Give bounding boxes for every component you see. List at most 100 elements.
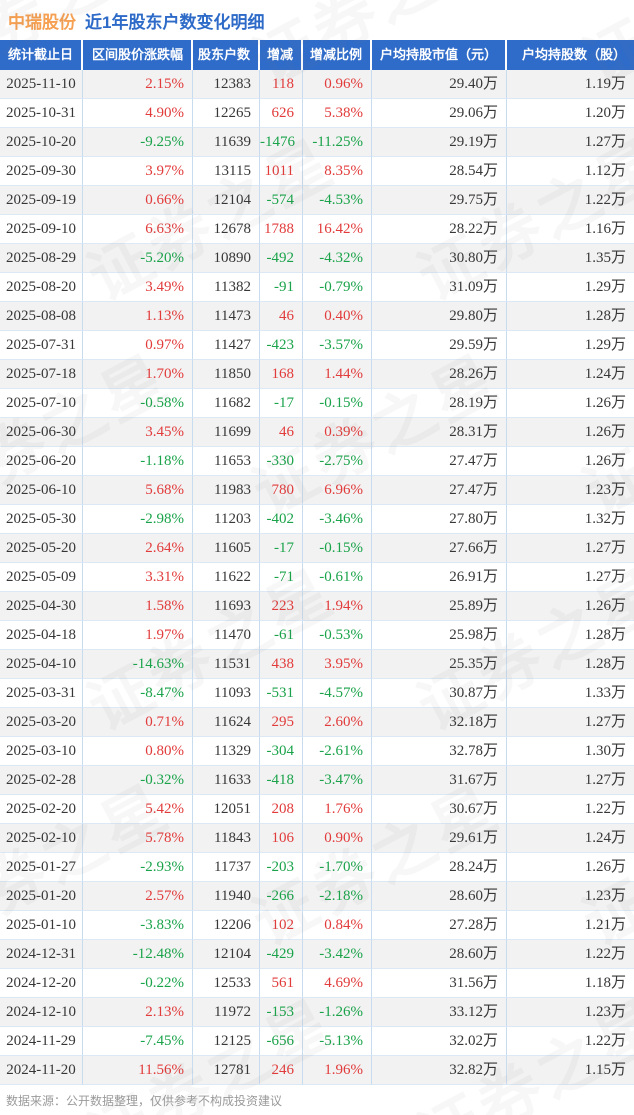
cell-avg-market-value: 29.59万: [372, 331, 507, 360]
cell-avg-shares: 1.27万: [507, 766, 634, 795]
cell-avg-market-value: 32.78万: [372, 737, 507, 766]
cell-avg-market-value: 25.89万: [372, 592, 507, 621]
cell-date: 2024-11-29: [0, 1027, 83, 1056]
cell-delta: -429: [260, 940, 303, 969]
cell-holder-count: 12051: [193, 795, 260, 824]
cell-price-change-pct: 5.78%: [83, 824, 193, 853]
table-row: 2025-10-20 -9.25% 11639 -1476 -11.25% 29.19万 1…: [0, 128, 634, 157]
cell-avg-market-value: 27.66万: [372, 534, 507, 563]
column-header-holders: 股东户数: [193, 40, 260, 70]
cell-price-change-pct: 5.42%: [83, 795, 193, 824]
table-row: 2025-01-10 -3.83% 12206 102 0.84% 27.28万 1.21万: [0, 911, 634, 940]
cell-delta: -203: [260, 853, 303, 882]
cell-price-change-pct: -2.93%: [83, 853, 193, 882]
cell-delta-pct: -4.32%: [303, 244, 372, 273]
cell-date: 2025-07-10: [0, 389, 83, 418]
table-row: 2025-03-20 0.71% 11624 295 2.60% 32.18万 1.27万: [0, 708, 634, 737]
cell-avg-shares: 1.30万: [507, 737, 634, 766]
cell-avg-shares: 1.33万: [507, 679, 634, 708]
cell-date: 2025-06-30: [0, 418, 83, 447]
cell-avg-market-value: 28.31万: [372, 418, 507, 447]
cell-avg-market-value: 29.40万: [372, 70, 507, 99]
cell-date: 2025-07-18: [0, 360, 83, 389]
cell-delta: -492: [260, 244, 303, 273]
cell-date: 2025-08-20: [0, 273, 83, 302]
cell-holder-count: 11203: [193, 505, 260, 534]
cell-holder-count: 11531: [193, 650, 260, 679]
cell-date: 2025-02-28: [0, 766, 83, 795]
cell-avg-market-value: 28.60万: [372, 882, 507, 911]
cell-price-change-pct: -9.25%: [83, 128, 193, 157]
cell-delta: -574: [260, 186, 303, 215]
cell-price-change-pct: -3.83%: [83, 911, 193, 940]
cell-price-change-pct: 0.80%: [83, 737, 193, 766]
cell-date: 2025-03-31: [0, 679, 83, 708]
cell-holder-count: 12206: [193, 911, 260, 940]
cell-delta-pct: 0.39%: [303, 418, 372, 447]
cell-avg-shares: 1.26万: [507, 389, 634, 418]
cell-holder-count: 11427: [193, 331, 260, 360]
cell-delta: 246: [260, 1056, 303, 1085]
cell-delta-pct: 3.95%: [303, 650, 372, 679]
cell-delta: -91: [260, 273, 303, 302]
cell-price-change-pct: -5.20%: [83, 244, 193, 273]
cell-price-change-pct: 1.13%: [83, 302, 193, 331]
cell-avg-shares: 1.22万: [507, 795, 634, 824]
cell-date: 2024-12-20: [0, 969, 83, 998]
cell-date: 2024-11-20: [0, 1056, 83, 1085]
cell-avg-shares: 1.23万: [507, 476, 634, 505]
cell-price-change-pct: 0.97%: [83, 331, 193, 360]
cell-price-change-pct: 1.70%: [83, 360, 193, 389]
cell-delta: 46: [260, 418, 303, 447]
cell-delta: 626: [260, 99, 303, 128]
table-body: 2025-11-10 2.15% 12383 118 0.96% 29.40万 1.19万 2…: [0, 70, 634, 1085]
cell-avg-market-value: 27.80万: [372, 505, 507, 534]
cell-delta: -17: [260, 389, 303, 418]
cell-delta-pct: -5.13%: [303, 1027, 372, 1056]
cell-date: 2025-10-31: [0, 99, 83, 128]
cell-avg-shares: 1.23万: [507, 998, 634, 1027]
cell-price-change-pct: 2.64%: [83, 534, 193, 563]
cell-avg-shares: 1.20万: [507, 99, 634, 128]
column-header-avg-shares: 户均持股数（股）: [521, 47, 626, 62]
cell-date: 2025-03-10: [0, 737, 83, 766]
cell-holder-count: 12104: [193, 186, 260, 215]
cell-avg-shares: 1.26万: [507, 447, 634, 476]
cell-avg-shares: 1.27万: [507, 534, 634, 563]
cell-price-change-pct: -2.98%: [83, 505, 193, 534]
stock-name: 中瑞股份: [8, 12, 76, 32]
cell-delta: -153: [260, 998, 303, 1027]
cell-holder-count: 11624: [193, 708, 260, 737]
table-row: 2025-06-10 5.68% 11983 780 6.96% 27.47万 1.23万: [0, 476, 634, 505]
cell-price-change-pct: -8.47%: [83, 679, 193, 708]
table-row: 2025-08-29 -5.20% 10890 -492 -4.32% 30.80万 1.3…: [0, 244, 634, 273]
table-row: 2025-03-31 -8.47% 11093 -531 -4.57% 30.87万 1.3…: [0, 679, 634, 708]
cell-avg-shares: 1.26万: [507, 418, 634, 447]
cell-delta-pct: 8.35%: [303, 157, 372, 186]
cell-avg-shares: 1.26万: [507, 592, 634, 621]
table-row: 2025-09-19 0.66% 12104 -574 -4.53% 29.75万 1.22…: [0, 186, 634, 215]
table-row: 2025-07-18 1.70% 11850 168 1.44% 28.26万 1.24万: [0, 360, 634, 389]
cell-avg-market-value: 29.75万: [372, 186, 507, 215]
cell-date: 2025-07-31: [0, 331, 83, 360]
cell-delta-pct: -3.57%: [303, 331, 372, 360]
cell-avg-market-value: 30.67万: [372, 795, 507, 824]
cell-avg-shares: 1.32万: [507, 505, 634, 534]
cell-date: 2025-06-20: [0, 447, 83, 476]
cell-avg-market-value: 32.02万: [372, 1027, 507, 1056]
table-row: 2025-03-10 0.80% 11329 -304 -2.61% 32.78万 1.30…: [0, 737, 634, 766]
cell-price-change-pct: 1.97%: [83, 621, 193, 650]
cell-date: 2025-02-20: [0, 795, 83, 824]
cell-delta: -531: [260, 679, 303, 708]
page-title: 中瑞股份 近1年股东户数变化明细: [0, 0, 634, 40]
cell-delta-pct: 0.40%: [303, 302, 372, 331]
cell-date: 2025-03-20: [0, 708, 83, 737]
cell-holder-count: 12678: [193, 215, 260, 244]
table-row: 2025-08-08 1.13% 11473 46 0.40% 29.80万 1.28万: [0, 302, 634, 331]
cell-delta: -330: [260, 447, 303, 476]
table-row: 2024-12-31 -12.48% 12104 -429 -3.42% 28.60万 1.…: [0, 940, 634, 969]
table-row: 2025-07-31 0.97% 11427 -423 -3.57% 29.59万 1.29…: [0, 331, 634, 360]
cell-delta: -17: [260, 534, 303, 563]
cell-avg-market-value: 29.80万: [372, 302, 507, 331]
